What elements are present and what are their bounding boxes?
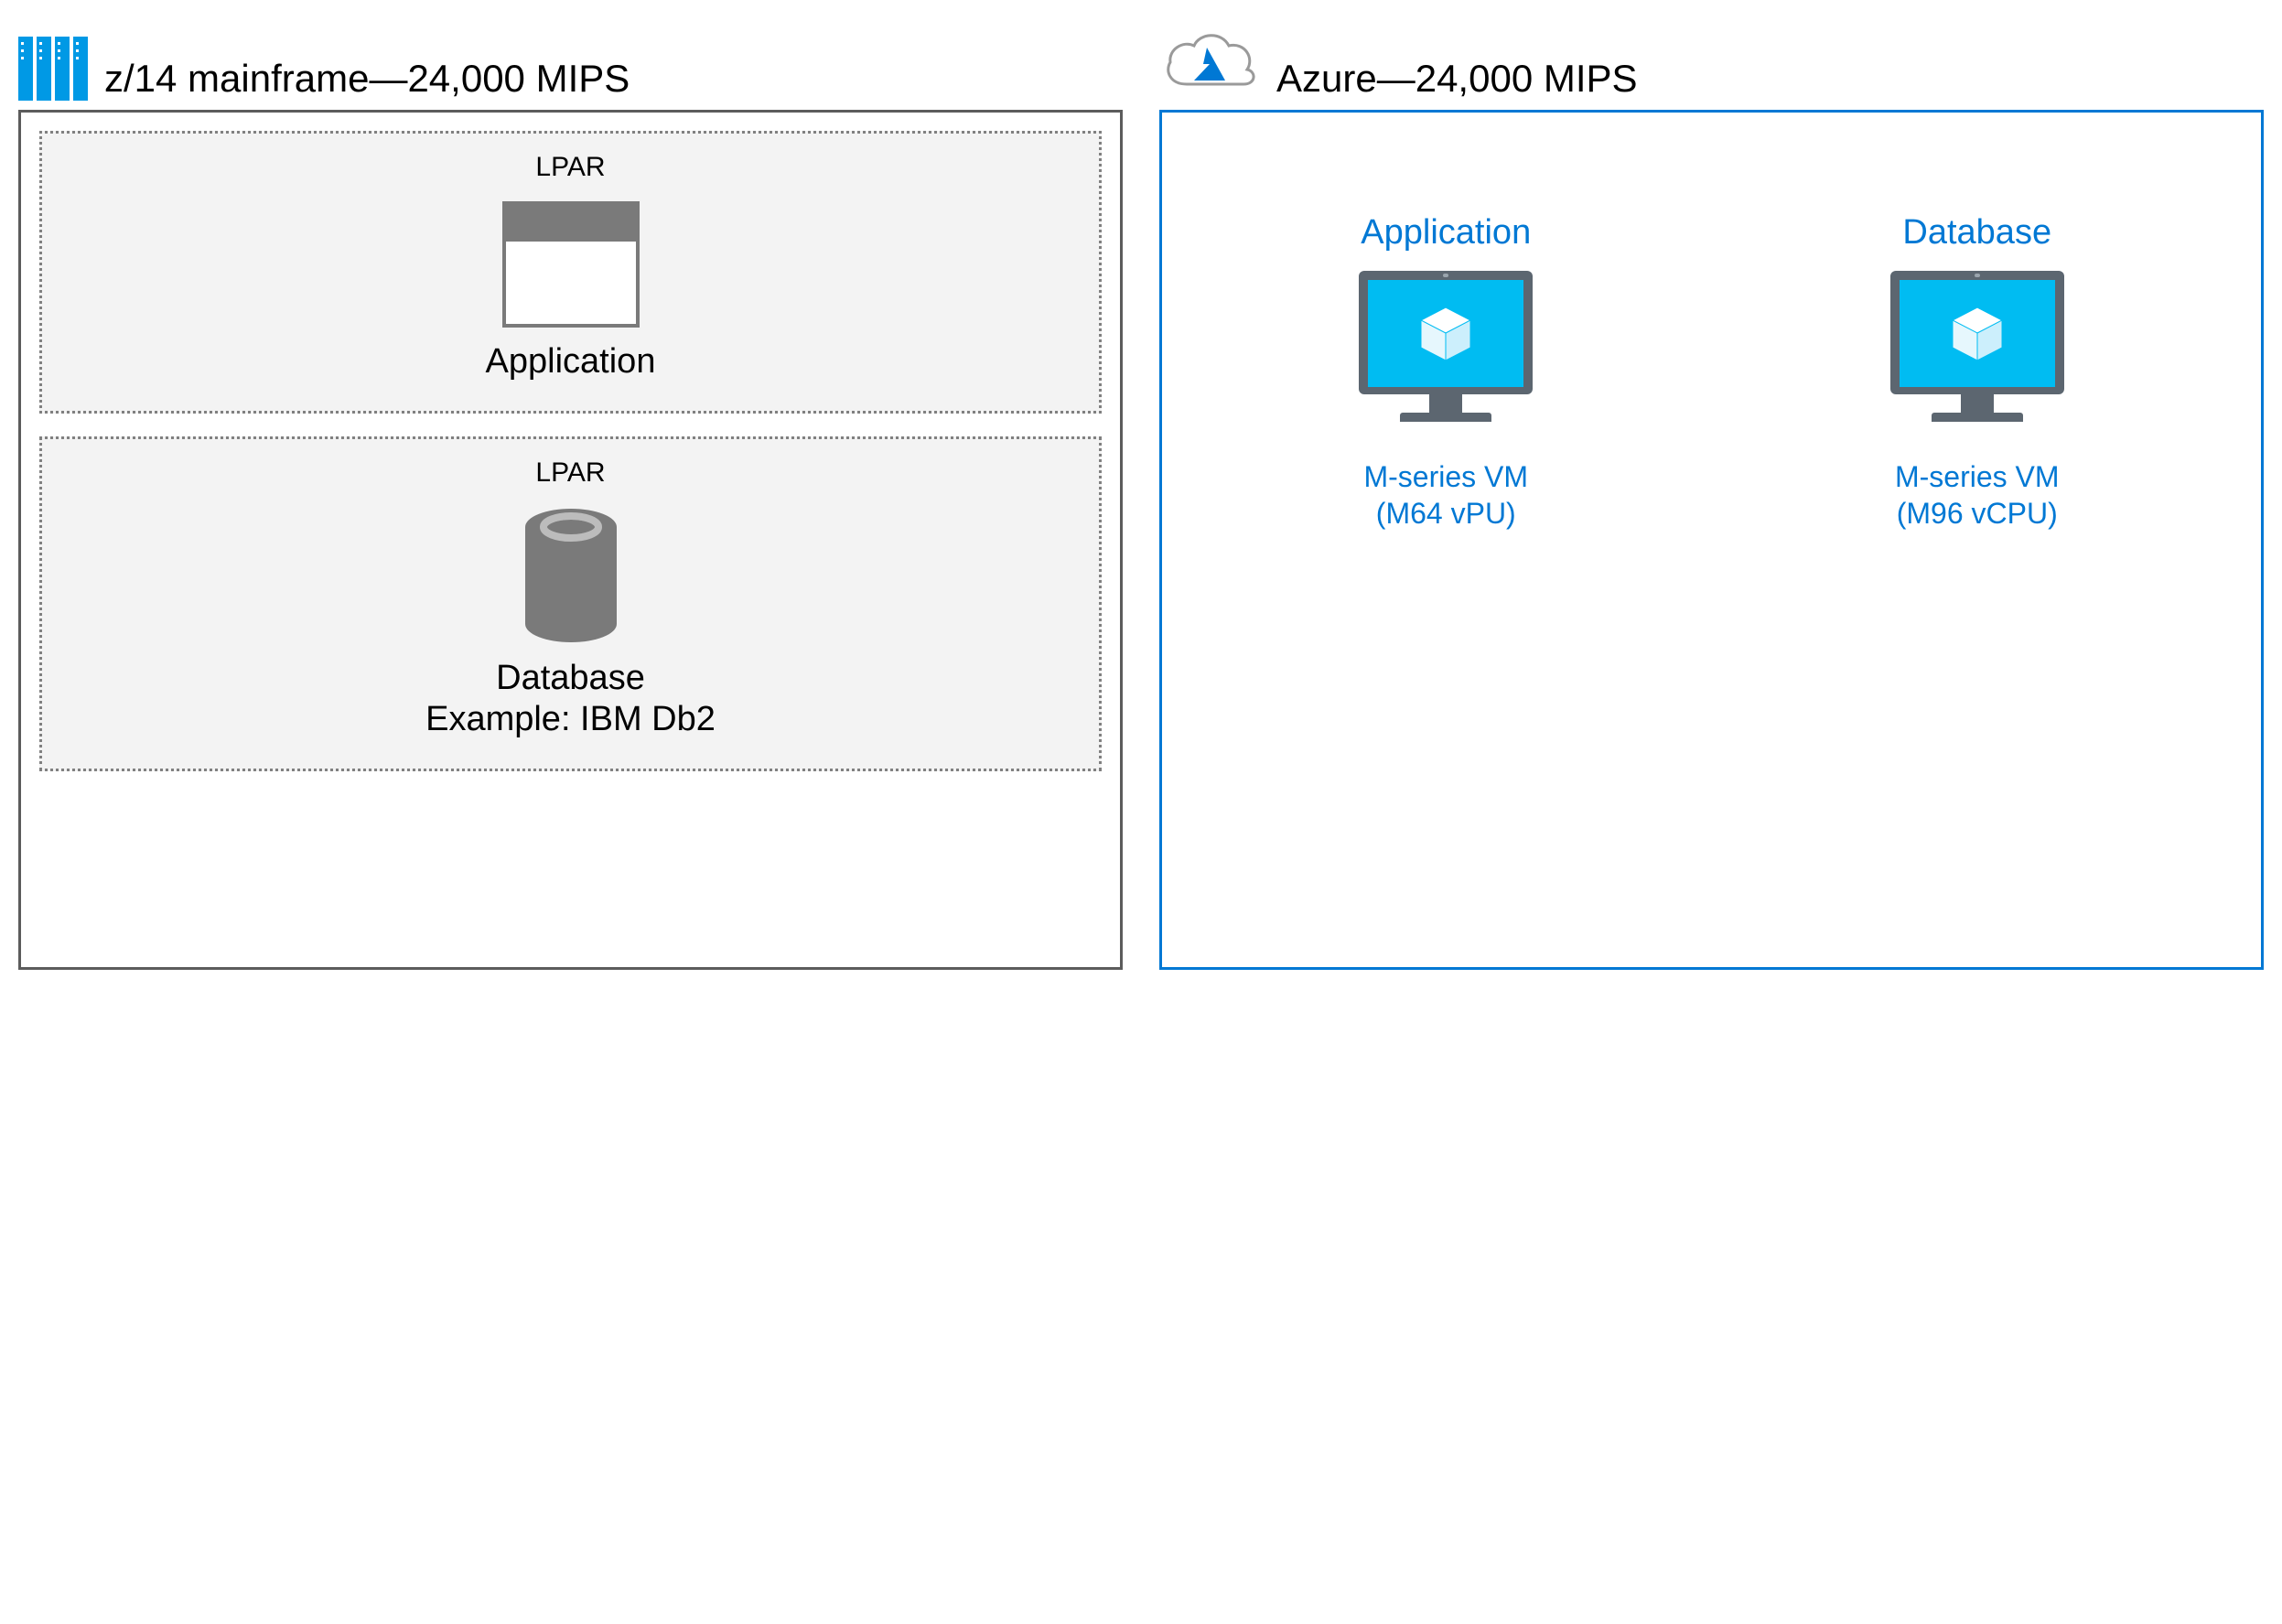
- azure-cloud-icon: [1159, 27, 1260, 101]
- lpar-label: LPAR: [535, 152, 605, 183]
- caption-line: (M64 vPU): [1376, 497, 1516, 530]
- azure-box: Application: [1159, 110, 2264, 970]
- mainframe-box: LPAR Application LPAR: [18, 110, 1123, 970]
- lpar-database: LPAR Database Example: IBM Db2: [39, 436, 1102, 771]
- server-rack-icon: [18, 37, 88, 101]
- application-window-icon: [502, 201, 640, 328]
- database-cylinder-icon: [521, 507, 621, 644]
- caption-line: Database: [496, 659, 645, 697]
- azure-item-title: Application: [1361, 213, 1531, 253]
- mainframe-column: z/14 mainframe—24,000 MIPS LPAR Applicat…: [18, 18, 1123, 970]
- lpar-caption: Database Example: IBM Db2: [425, 658, 716, 741]
- azure-item-caption: M-series VM (M64 vPU): [1363, 458, 1528, 532]
- cube-icon: [1414, 302, 1478, 366]
- caption-line: M-series VM: [1363, 460, 1528, 493]
- azure-item-database: Database: [1730, 213, 2225, 532]
- lpar-application: LPAR Application: [39, 131, 1102, 414]
- azure-content-row: Application: [1180, 131, 2243, 532]
- caption-line: Application: [486, 342, 656, 381]
- caption-line: (M96 vCPU): [1897, 497, 2058, 530]
- lpar-caption: Application: [486, 341, 656, 383]
- azure-title: Azure—24,000 MIPS: [1276, 57, 1638, 101]
- azure-item-title: Database: [1902, 213, 2051, 253]
- lpar-label: LPAR: [535, 457, 605, 489]
- azure-column: Azure—24,000 MIPS Application: [1159, 18, 2264, 970]
- architecture-diagram: z/14 mainframe—24,000 MIPS LPAR Applicat…: [18, 18, 2264, 970]
- cube-icon: [1945, 302, 2009, 366]
- azure-item-application: Application: [1199, 213, 1694, 532]
- azure-item-caption: M-series VM (M96 vCPU): [1895, 458, 2060, 532]
- caption-line: M-series VM: [1895, 460, 2060, 493]
- azure-header: Azure—24,000 MIPS: [1159, 18, 2264, 101]
- mainframe-title: z/14 mainframe—24,000 MIPS: [104, 57, 630, 101]
- mainframe-header: z/14 mainframe—24,000 MIPS: [18, 18, 1123, 101]
- vm-monitor-icon: [1890, 271, 2064, 422]
- caption-line: Example: IBM Db2: [425, 700, 716, 738]
- vm-monitor-icon: [1359, 271, 1533, 422]
